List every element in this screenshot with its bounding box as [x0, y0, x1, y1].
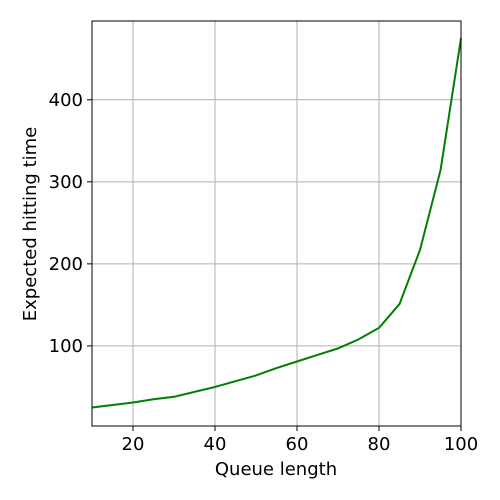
plot-frame	[91, 20, 462, 427]
data-line	[91, 38, 462, 409]
y-axis-label: Expected hitting time	[20, 127, 41, 321]
x-tick-label: 40	[204, 434, 227, 455]
y-tick-label: 200	[49, 254, 83, 275]
x-tick-label: 80	[368, 434, 391, 455]
x-tick-label: 20	[122, 434, 145, 455]
y-tick-label: 400	[49, 90, 83, 111]
y-tick-label: 300	[49, 172, 83, 193]
x-axis-label: Queue length	[215, 459, 337, 480]
y-tick-label: 100	[49, 336, 83, 357]
x-tick-label: 60	[286, 434, 309, 455]
x-tick-label: 100	[444, 434, 478, 455]
